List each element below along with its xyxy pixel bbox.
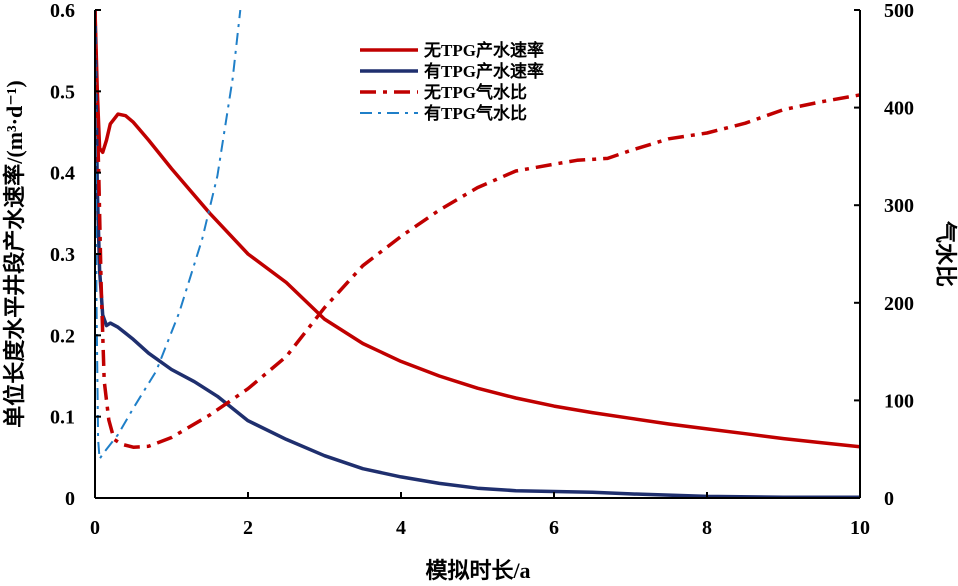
y-tick-label: 0.5	[50, 81, 75, 103]
y-tick-label: 0.1	[50, 407, 75, 429]
x-tick-label: 0	[90, 517, 100, 539]
series-line-2	[95, 10, 860, 498]
y-tick-label: 0.2	[50, 325, 75, 347]
x-tick-label: 4	[396, 517, 406, 539]
x-axis-title: 模拟时长/a	[425, 558, 530, 583]
x-ticks: 0 2 4 6 8 10	[90, 492, 870, 539]
y2-tick-label: 200	[884, 293, 914, 315]
y-tick-label: 0.6	[50, 0, 75, 22]
y2-tick-label: 300	[884, 195, 914, 217]
x-tick-label: 8	[702, 517, 712, 539]
x-tick-label: 6	[549, 517, 559, 539]
y2-ticks: 0 100 200 300 400 500	[854, 0, 914, 510]
y2-axis-title: 气水比	[933, 220, 958, 287]
y2-tick-label: 0	[884, 488, 894, 510]
x-tick-label: 10	[850, 517, 870, 539]
y2-tick-label: 500	[884, 0, 914, 22]
y-tick-label: 0	[65, 488, 75, 510]
legend-label-4: 有TPG气水比	[424, 103, 527, 123]
legend-label-1: 无TPG产水速率	[423, 40, 544, 60]
series-line-4	[95, 10, 242, 460]
y-axis-title: 单位长度水平井段产水速率/(m³·d⁻¹)	[2, 80, 27, 427]
x-tick-label: 2	[243, 517, 253, 539]
y2-tick-label: 100	[884, 390, 914, 412]
y-tick-label: 0.4	[50, 163, 75, 185]
y-ticks: 0 0.1 0.2 0.3 0.4 0.5 0.6	[50, 0, 101, 510]
plot-series	[95, 10, 860, 498]
series-line-1	[95, 10, 860, 449]
legend-label-2: 有TPG产水速率	[424, 61, 544, 81]
series-line-3	[95, 10, 860, 449]
y2-tick-label: 400	[884, 98, 914, 120]
legend-label-3: 无TPG气水比	[423, 82, 527, 102]
y-tick-label: 0.3	[50, 244, 75, 266]
